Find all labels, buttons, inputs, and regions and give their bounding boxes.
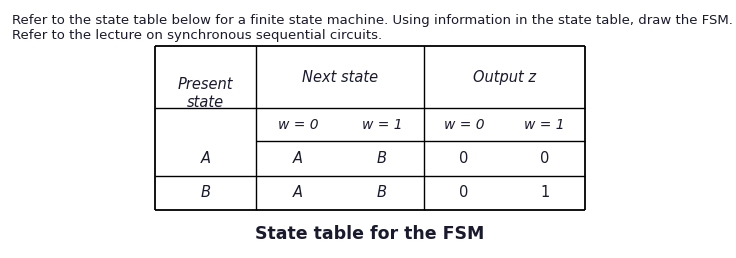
Text: w = 0: w = 0 (444, 118, 484, 132)
Text: 0: 0 (540, 151, 550, 166)
Text: Present
state: Present state (178, 77, 233, 110)
Text: Refer to the lecture on synchronous sequential circuits.: Refer to the lecture on synchronous sequ… (12, 29, 382, 42)
Text: 0: 0 (459, 151, 469, 166)
Text: w = 1: w = 1 (361, 118, 402, 132)
Text: 1: 1 (540, 185, 549, 200)
Text: B: B (377, 185, 387, 200)
Text: w = 0: w = 0 (277, 118, 318, 132)
Text: A: A (293, 151, 303, 166)
Text: A: A (293, 185, 303, 200)
Text: B: B (377, 151, 387, 166)
Text: B: B (200, 185, 210, 200)
Text: Output z: Output z (473, 70, 536, 85)
Text: State table for the FSM: State table for the FSM (255, 225, 485, 243)
Text: w = 1: w = 1 (525, 118, 565, 132)
Text: A: A (200, 151, 210, 166)
Text: Refer to the state table below for a finite state machine. Using information in : Refer to the state table below for a fin… (12, 14, 733, 27)
Text: 0: 0 (459, 185, 469, 200)
Text: Next state: Next state (302, 70, 378, 85)
